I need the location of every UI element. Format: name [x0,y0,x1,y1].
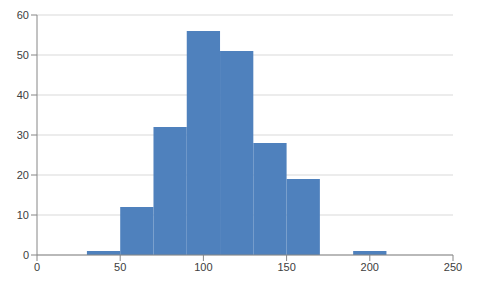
svg-text:40: 40 [17,89,29,101]
svg-text:30: 30 [17,129,29,141]
svg-text:250: 250 [444,261,462,273]
svg-text:100: 100 [194,261,212,273]
svg-text:50: 50 [114,261,126,273]
svg-text:0: 0 [34,261,40,273]
svg-text:10: 10 [17,209,29,221]
svg-text:20: 20 [17,169,29,181]
svg-text:150: 150 [277,261,295,273]
svg-text:60: 60 [17,9,29,21]
svg-text:0: 0 [23,249,29,261]
svg-text:50: 50 [17,49,29,61]
svg-text:200: 200 [361,261,379,273]
